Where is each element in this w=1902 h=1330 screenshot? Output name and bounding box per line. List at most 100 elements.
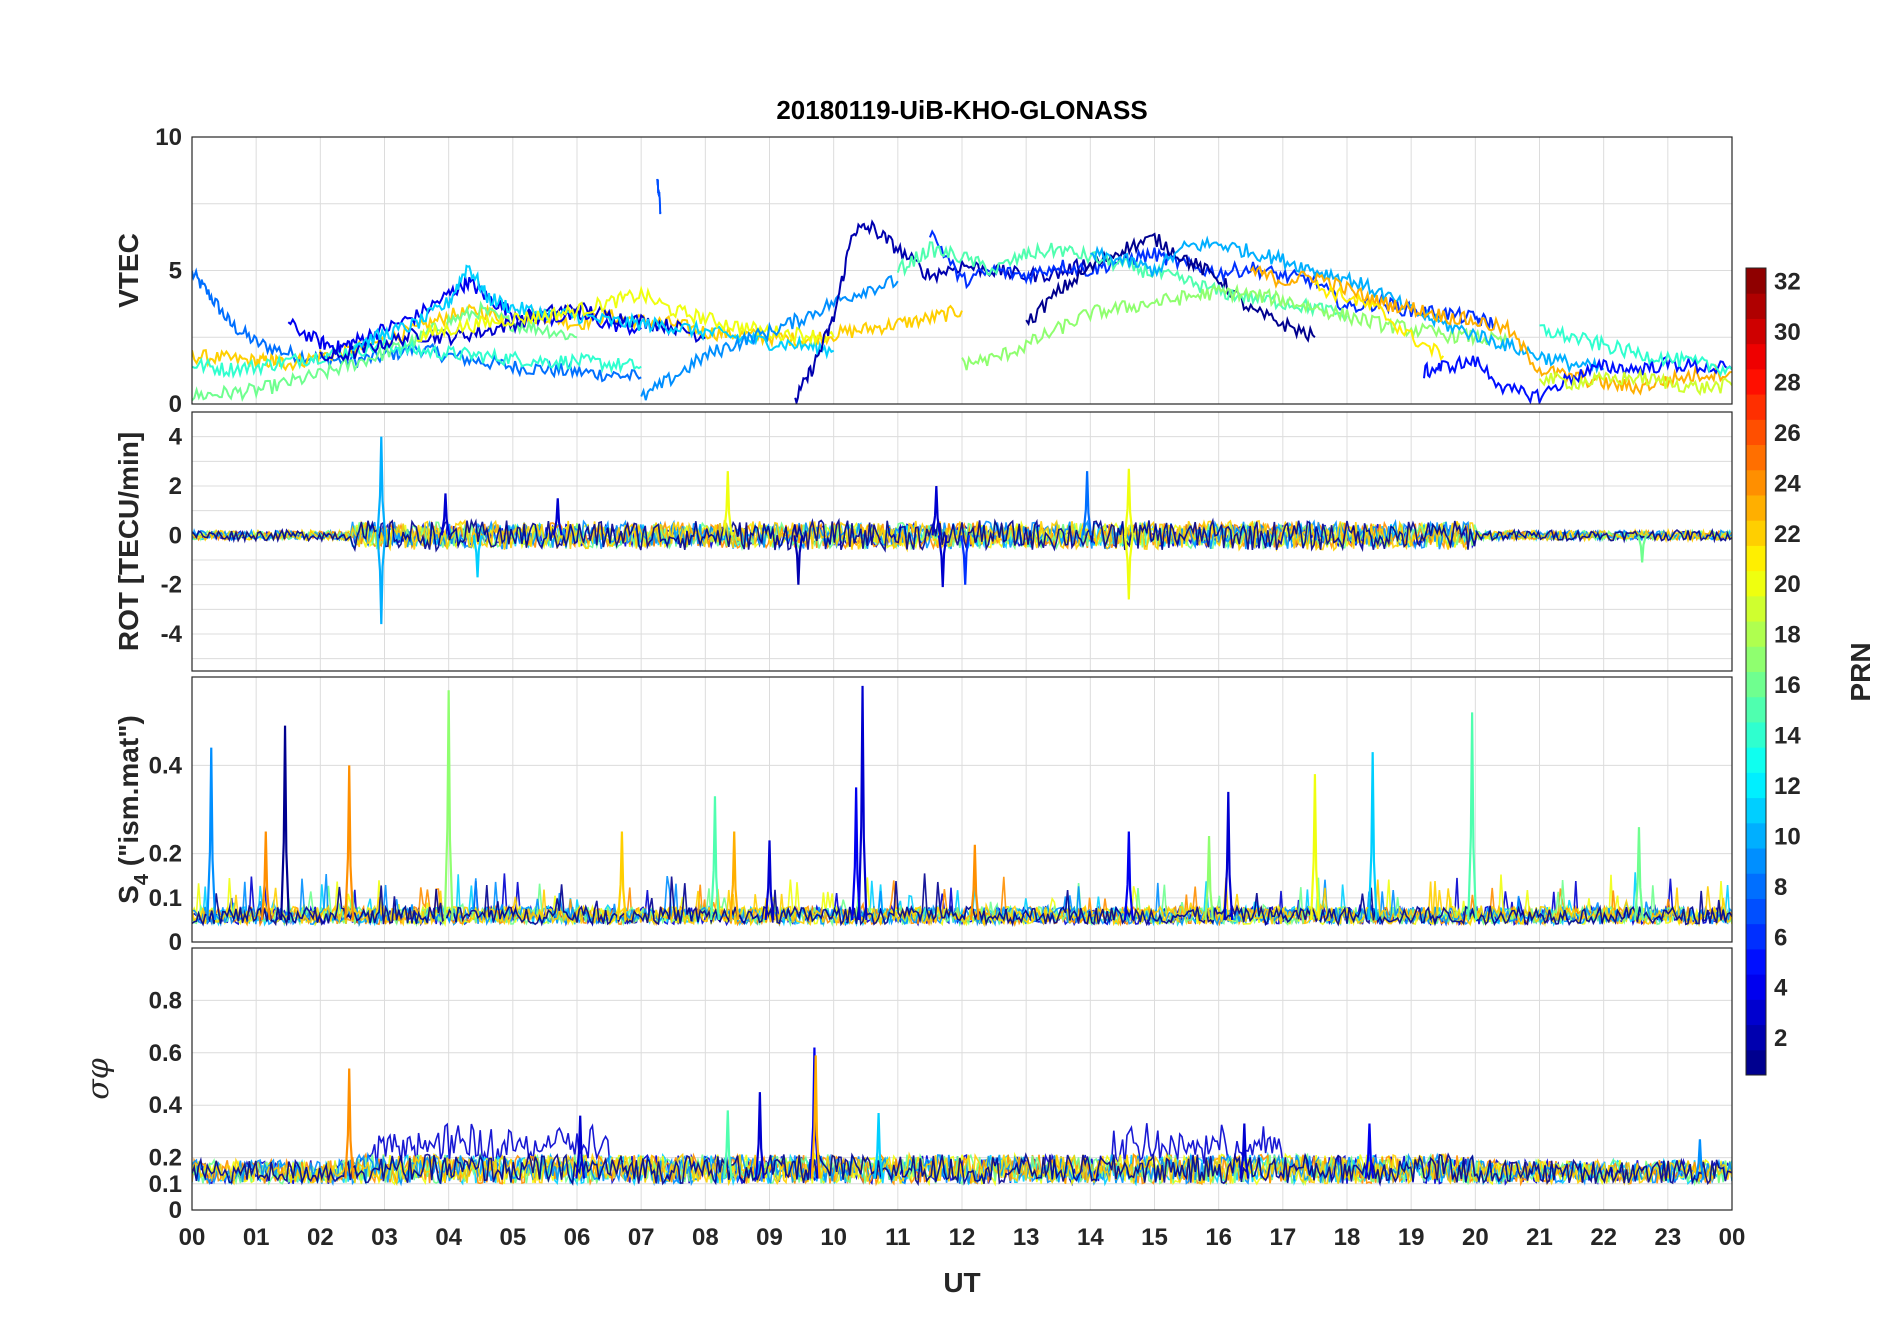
colorbar-tick-label: 16 — [1774, 672, 1801, 699]
panel-data — [192, 685, 1732, 928]
panel-frame — [191, 947, 1733, 1211]
colorbar-tick-label: 22 — [1774, 521, 1801, 548]
spike-mark — [1309, 774, 1320, 920]
colorbar-tick-label: 2 — [1774, 1025, 1787, 1052]
spike-mark — [260, 831, 271, 921]
panel-sigma_phi: 00.10.2 0.4 0.6 0.8 σφ — [81, 947, 1733, 1224]
spike-mark — [1123, 831, 1134, 921]
spike-mark — [376, 436, 387, 536]
colorbar-swatch — [1746, 999, 1766, 1026]
y-tick-label: 0.2 — [149, 1145, 182, 1172]
spike-mark — [931, 485, 942, 536]
spike-mark — [1634, 827, 1644, 921]
spike-mark — [552, 498, 563, 536]
colorbar-tick-label: 32 — [1774, 269, 1801, 296]
colorbar-tick-label: 20 — [1774, 571, 1801, 598]
spike-mark — [443, 690, 454, 920]
x-tick-label: 18 — [1334, 1224, 1361, 1251]
spike-mark — [729, 831, 740, 921]
y-tick-label: 0 — [169, 522, 182, 549]
x-tick-label: 00 — [179, 1224, 206, 1251]
x-tick-label: 08 — [692, 1224, 719, 1251]
series-line-prn-4 — [287, 276, 642, 356]
y-tick-label: 0 — [169, 929, 182, 956]
colorbar-swatch — [1746, 343, 1766, 370]
noise-trace — [192, 1152, 1732, 1187]
colorbar-tick-label: 30 — [1774, 319, 1801, 346]
colorbar-swatch — [1746, 898, 1766, 925]
x-tick-label: 11 — [885, 1224, 910, 1251]
spike-mark — [851, 787, 862, 920]
x-tick-label: 19 — [1398, 1224, 1425, 1251]
series-line-prn-9 — [640, 274, 899, 401]
y-tick-label: 2 — [169, 473, 182, 500]
colorbar-swatch — [1746, 696, 1766, 723]
spike-mark — [793, 535, 804, 585]
y-tick-label: 10 — [155, 124, 182, 151]
colorbar-label: PRN — [1845, 642, 1876, 701]
colorbar-tick-label: 24 — [1774, 470, 1801, 497]
series-line-prn-10 — [1090, 235, 1604, 374]
spike-mark — [722, 471, 733, 536]
y-tick-label: 0.4 — [149, 1092, 183, 1119]
y-tick-label: 0.1 — [149, 885, 182, 912]
colorbar-tick-label: 12 — [1774, 773, 1801, 800]
y-tick-label: -4 — [161, 621, 183, 648]
colorbar-tick-label: 10 — [1774, 823, 1801, 850]
spike-mark — [344, 1068, 355, 1179]
series-line-prn-5 — [1423, 354, 1732, 404]
y-tick-label: 0.4 — [149, 752, 183, 779]
colorbar-swatch — [1746, 848, 1766, 874]
colorbar-swatch — [1746, 974, 1766, 1000]
spike-mark — [1239, 1123, 1250, 1179]
spike-mark — [722, 1110, 733, 1179]
y-axis-label: S4 ("ism.mat") — [113, 715, 153, 904]
spike-mark — [206, 747, 217, 920]
colorbar-swatch — [1746, 595, 1766, 622]
x-tick-label: 15 — [1141, 1224, 1168, 1251]
panel-data — [192, 436, 1732, 625]
spike-mark — [376, 535, 387, 625]
colorbar-tick-label: 28 — [1774, 369, 1801, 396]
x-axis-label: UT — [943, 1267, 980, 1298]
spike-mark — [1204, 835, 1214, 921]
colorbar-swatch — [1746, 873, 1766, 899]
spike-mark — [960, 535, 971, 585]
colorbar-swatch — [1746, 520, 1766, 546]
colorbar-swatch — [1746, 797, 1766, 824]
x-tick-label: 06 — [564, 1224, 591, 1251]
panel-rot: -4 -2 0 2 4 ROT [TECU/min] — [113, 411, 1733, 672]
spike-mark — [1082, 471, 1093, 536]
y-tick-label: 0.1 — [149, 1171, 182, 1198]
x-tick-label: 03 — [371, 1224, 398, 1251]
series-line-prn-14 — [1539, 324, 1732, 378]
colorbar-swatch — [1746, 822, 1766, 849]
series-line-prn-2 — [794, 219, 1092, 404]
spike-mark — [1223, 791, 1234, 920]
y-tick-label: 0.8 — [149, 987, 182, 1014]
x-tick-label: 21 — [1526, 1224, 1553, 1251]
x-tick-label: 05 — [499, 1224, 526, 1251]
colorbar-swatch — [1746, 318, 1766, 345]
colorbar-swatch — [1746, 1049, 1766, 1076]
panel-s4: 0 0.1 0.2 0.4S4 ("ism.mat") — [113, 676, 1733, 956]
colorbar-swatch — [1746, 721, 1766, 748]
y-tick-label: 0.2 — [149, 841, 182, 868]
panel-data — [192, 1047, 1732, 1187]
series-line-prn-6 — [928, 229, 1496, 331]
colorbar-tick-label: 14 — [1774, 723, 1801, 750]
x-tick-label: 02 — [307, 1224, 334, 1251]
series-line-prn-7 — [656, 178, 662, 215]
x-tick-label: 13 — [1013, 1224, 1040, 1251]
y-tick-label: 0.6 — [149, 1040, 182, 1067]
spike-mark — [809, 1047, 820, 1179]
spike-mark — [616, 831, 627, 921]
colorbar-swatch — [1746, 494, 1766, 521]
spike-mark — [1694, 1139, 1705, 1179]
colorbar-swatch — [1746, 747, 1766, 773]
series-line-prn-17 — [961, 283, 1509, 371]
x-tick-label: 09 — [756, 1224, 783, 1251]
x-tick-label: 17 — [1269, 1224, 1296, 1251]
colorbar-swatch — [1746, 293, 1766, 319]
spike-mark — [764, 840, 775, 921]
